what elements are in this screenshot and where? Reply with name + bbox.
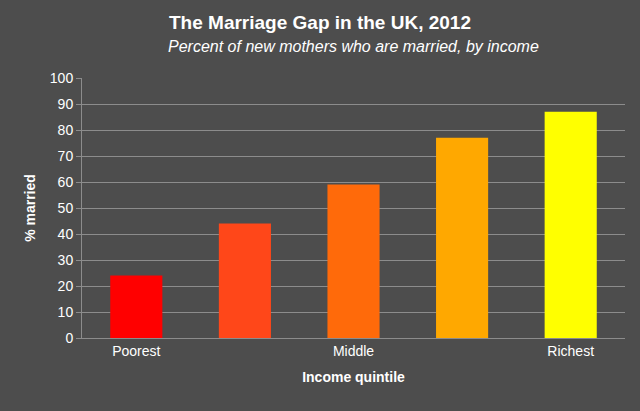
svg-text:Middle: Middle [333,343,374,359]
svg-text:50: 50 [58,200,74,216]
svg-text:The Marriage Gap in the UK, 20: The Marriage Gap in the UK, 2012 [169,12,471,33]
svg-text:90: 90 [58,96,74,112]
svg-text:70: 70 [58,148,74,164]
svg-text:Percent of new mothers who are: Percent of new mothers who are married, … [168,38,539,55]
svg-text:Richest: Richest [547,343,594,359]
svg-text:0: 0 [65,330,73,346]
svg-text:60: 60 [58,174,74,190]
svg-text:Income quintile: Income quintile [302,369,405,385]
svg-text:Poorest: Poorest [112,343,160,359]
svg-text:100: 100 [50,70,74,86]
svg-text:80: 80 [58,122,74,138]
svg-text:20: 20 [58,278,74,294]
svg-text:40: 40 [58,226,74,242]
svg-text:% married: % married [22,174,38,242]
svg-text:30: 30 [58,252,74,268]
svg-text:10: 10 [58,304,74,320]
